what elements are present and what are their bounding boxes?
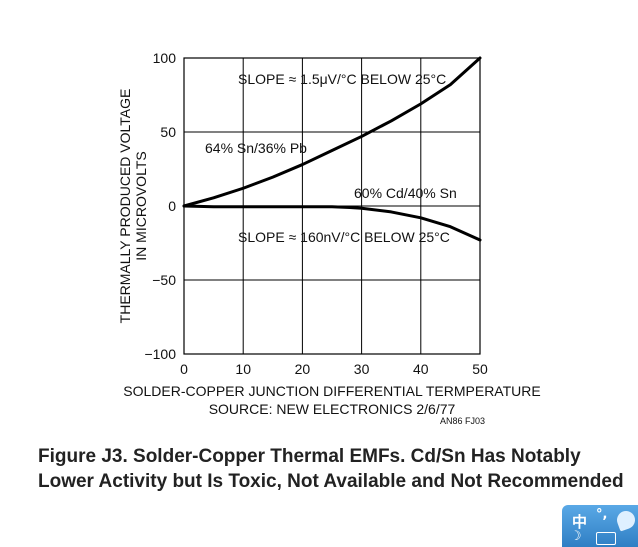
figure-caption: Figure J3. Solder-Copper Thermal EMFs. C… bbox=[38, 444, 628, 494]
chart: 100 50 0 −50 −100 0 10 20 30 40 50 SLOPE ≈ 1.5μV/… bbox=[117, 50, 541, 426]
x-tick-labels: 0 10 20 30 40 50 bbox=[180, 361, 488, 377]
source-note: SOURCE: NEW ELECTRONICS 2/6/77 bbox=[209, 401, 456, 417]
caption-line-2: Lower Activity but Is Toxic, Not Availab… bbox=[38, 471, 624, 492]
x-tick-label: 30 bbox=[354, 361, 370, 377]
x-tick-label: 10 bbox=[235, 361, 251, 377]
y-axis-title-line2: IN MICROVOLTS bbox=[133, 151, 149, 260]
figure-id: AN86 FJ03 bbox=[440, 416, 485, 426]
annotation-slope-lower: SLOPE ≈ 160nV/°C BELOW 25°C bbox=[238, 229, 450, 245]
moon-icon[interactable]: ☽ bbox=[570, 529, 582, 544]
series-line-sn-pb bbox=[182, 56, 482, 208]
ime-logo-icon bbox=[614, 508, 638, 532]
ime-toolbar[interactable]: 中 °, ☽ bbox=[562, 505, 638, 547]
x-tick-label: 50 bbox=[472, 361, 488, 377]
series-label-cd-sn: 60% Cd/40% Sn bbox=[354, 185, 457, 201]
y-tick-label: 100 bbox=[153, 50, 177, 66]
y-tick-label: 0 bbox=[168, 198, 176, 214]
caption-line-1: Figure J3. Solder-Copper Thermal EMFs. C… bbox=[38, 446, 581, 467]
x-tick-label: 20 bbox=[295, 361, 311, 377]
x-tick-label: 40 bbox=[413, 361, 429, 377]
y-tick-label: −100 bbox=[144, 346, 176, 362]
ime-punctuation-toggle[interactable]: °, bbox=[596, 507, 608, 522]
series-lines bbox=[182, 56, 482, 242]
series-label-sn-pb: 64% Sn/36% Pb bbox=[205, 140, 307, 156]
y-tick-labels: 100 50 0 −50 −100 bbox=[144, 50, 176, 362]
y-axis-title-line1: THERMALLY PRODUCED VOLTAGE bbox=[117, 89, 133, 324]
x-tick-label: 0 bbox=[180, 361, 188, 377]
ime-mode-toggle[interactable]: 中 bbox=[572, 513, 588, 531]
y-tick-label: 50 bbox=[160, 124, 176, 140]
x-axis-title: SOLDER-COPPER JUNCTION DIFFERENTIAL TERM… bbox=[123, 383, 540, 399]
y-tick-label: −50 bbox=[152, 272, 176, 288]
annotation-slope-upper: SLOPE ≈ 1.5μV/°C BELOW 25°C bbox=[238, 71, 446, 87]
series-line-cd-sn bbox=[182, 204, 482, 242]
keyboard-icon[interactable] bbox=[596, 532, 616, 545]
